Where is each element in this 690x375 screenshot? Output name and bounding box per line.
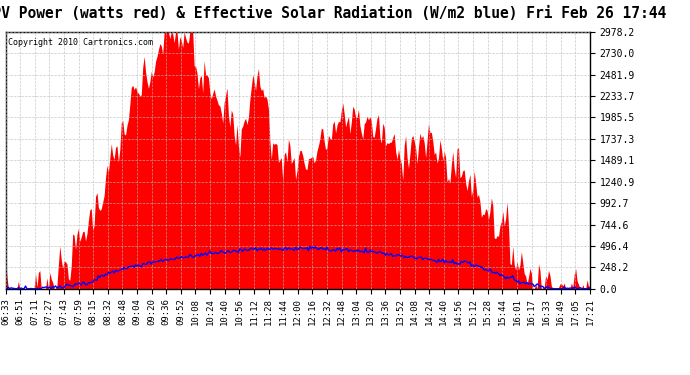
Text: Total PV Power (watts red) & Effective Solar Radiation (W/m2 blue) Fri Feb 26 17: Total PV Power (watts red) & Effective S… <box>0 6 667 21</box>
Text: Copyright 2010 Cartronics.com: Copyright 2010 Cartronics.com <box>8 38 153 47</box>
